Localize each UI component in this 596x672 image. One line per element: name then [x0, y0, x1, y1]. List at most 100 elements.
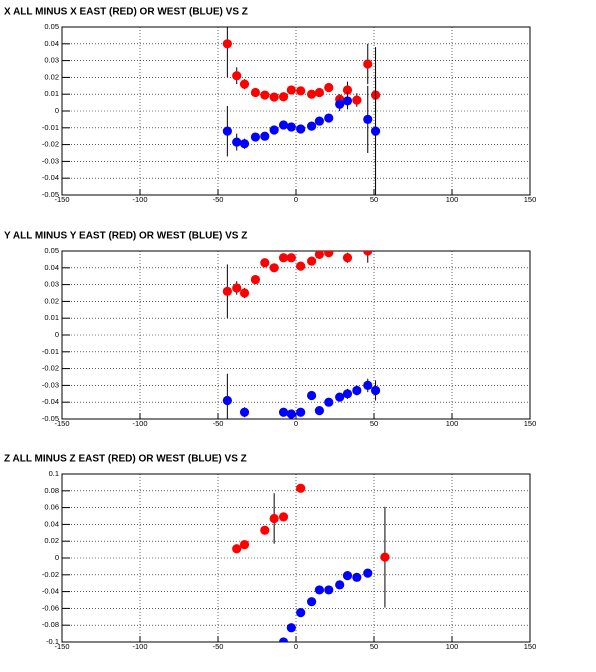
x-tick-label: 0	[294, 419, 298, 428]
x-tick-label: 100	[446, 195, 459, 204]
data-point	[314, 87, 324, 98]
data-point	[370, 126, 381, 136]
data-point	[307, 597, 317, 607]
data-point	[363, 380, 373, 390]
x-tick-label: 150	[524, 419, 537, 428]
data-point	[269, 92, 279, 102]
y-tick-label: 0	[55, 106, 59, 115]
y-tick-label: -0.06	[42, 603, 59, 612]
x-tick-label: -100	[132, 642, 147, 651]
x-tick-label: 150	[524, 195, 537, 204]
data-point	[314, 585, 324, 595]
y-tick-label: -0.01	[42, 347, 59, 356]
data-point	[363, 59, 373, 69]
x-tick-label: -150	[54, 642, 69, 651]
data-point	[307, 121, 317, 131]
data-point	[286, 623, 296, 633]
data-point	[324, 251, 334, 258]
data-point	[314, 406, 324, 416]
data-point	[250, 132, 261, 142]
x-tick-label: -100	[132, 419, 147, 428]
data-point	[335, 580, 345, 590]
data-point	[278, 407, 289, 417]
data-point	[239, 407, 250, 417]
y-tick-label: 0.02	[44, 72, 59, 81]
data-point	[278, 253, 289, 263]
x-tick-label: 0	[294, 195, 298, 204]
data-point	[222, 286, 232, 296]
data-point	[278, 512, 289, 522]
markers	[222, 27, 381, 195]
data-point	[278, 637, 289, 642]
y-tick-label: -0.03	[42, 156, 59, 165]
data-point	[278, 92, 289, 102]
y-tick-label: 0.02	[44, 296, 59, 305]
data-point	[335, 99, 345, 109]
data-point	[342, 85, 353, 95]
y-tick-label: 0.1	[49, 469, 59, 478]
y-tick-label: 0.04	[44, 519, 59, 528]
y-tick-label: 0.01	[44, 313, 59, 322]
data-point	[314, 116, 324, 126]
y-tick-label: 0.05	[44, 22, 59, 31]
data-point	[363, 568, 373, 578]
data-point	[370, 385, 381, 396]
data-point	[342, 571, 353, 581]
data-point	[250, 87, 261, 98]
data-point	[363, 251, 373, 256]
data-point	[260, 131, 270, 141]
data-point	[232, 71, 242, 81]
data-point	[286, 85, 296, 95]
data-point	[286, 253, 296, 263]
y-tick-label: -0.02	[42, 140, 59, 149]
markers	[232, 483, 390, 642]
x-tick-label: -150	[54, 195, 69, 204]
data-point	[239, 539, 250, 550]
plot: Y ALL MINUS Y EAST (RED) OR WEST (BLUE) …	[4, 231, 536, 428]
data-point	[296, 483, 306, 493]
data-point	[352, 572, 362, 582]
data-point	[307, 89, 317, 99]
plot: X ALL MINUS X EAST (RED) OR WEST (BLUE) …	[4, 7, 537, 204]
data-point	[307, 256, 317, 266]
chart-title: X ALL MINUS X EAST (RED) OR WEST (BLUE) …	[4, 7, 248, 18]
data-point	[314, 251, 324, 259]
data-point	[239, 139, 250, 149]
data-point	[335, 392, 345, 402]
y-tick-label: -0.1	[46, 637, 59, 646]
y-tick-label: -0.04	[42, 587, 59, 596]
y-tick-label: 0.03	[44, 280, 59, 289]
data-point	[324, 113, 334, 123]
y-tick-label: -0.08	[42, 620, 59, 629]
x-tick-label: 0	[294, 642, 298, 651]
data-point	[222, 126, 232, 136]
data-point	[232, 544, 242, 554]
chart-title: Z ALL MINUS Z EAST (RED) OR WEST (BLUE) …	[4, 454, 247, 465]
data-point	[250, 274, 261, 285]
markers	[222, 251, 381, 419]
x-tick-label: -50	[213, 419, 224, 428]
data-point	[239, 288, 250, 298]
y-tick-label: 0.02	[44, 536, 59, 545]
x-tick-label: 50	[370, 642, 378, 651]
y-tick-label: 0.08	[44, 486, 59, 495]
data-point	[232, 137, 242, 147]
x-tick-label: 150	[524, 642, 537, 651]
x-tick-label: 50	[370, 195, 378, 204]
y-tick-label: 0.05	[44, 246, 59, 255]
data-point	[286, 122, 296, 132]
y-tick-label: -0.05	[42, 414, 59, 423]
data-point	[296, 407, 306, 417]
y-tick-label: 0.04	[44, 263, 59, 272]
data-point	[260, 525, 270, 535]
data-point	[278, 120, 289, 130]
y-tick-label: -0.01	[42, 123, 59, 132]
data-point	[307, 390, 317, 401]
data-point	[260, 258, 270, 268]
y-tick-label: -0.03	[42, 380, 59, 389]
data-point	[324, 585, 334, 595]
data-point	[352, 95, 362, 105]
data-point	[342, 96, 353, 106]
y-tick-label: 0.01	[44, 89, 59, 98]
